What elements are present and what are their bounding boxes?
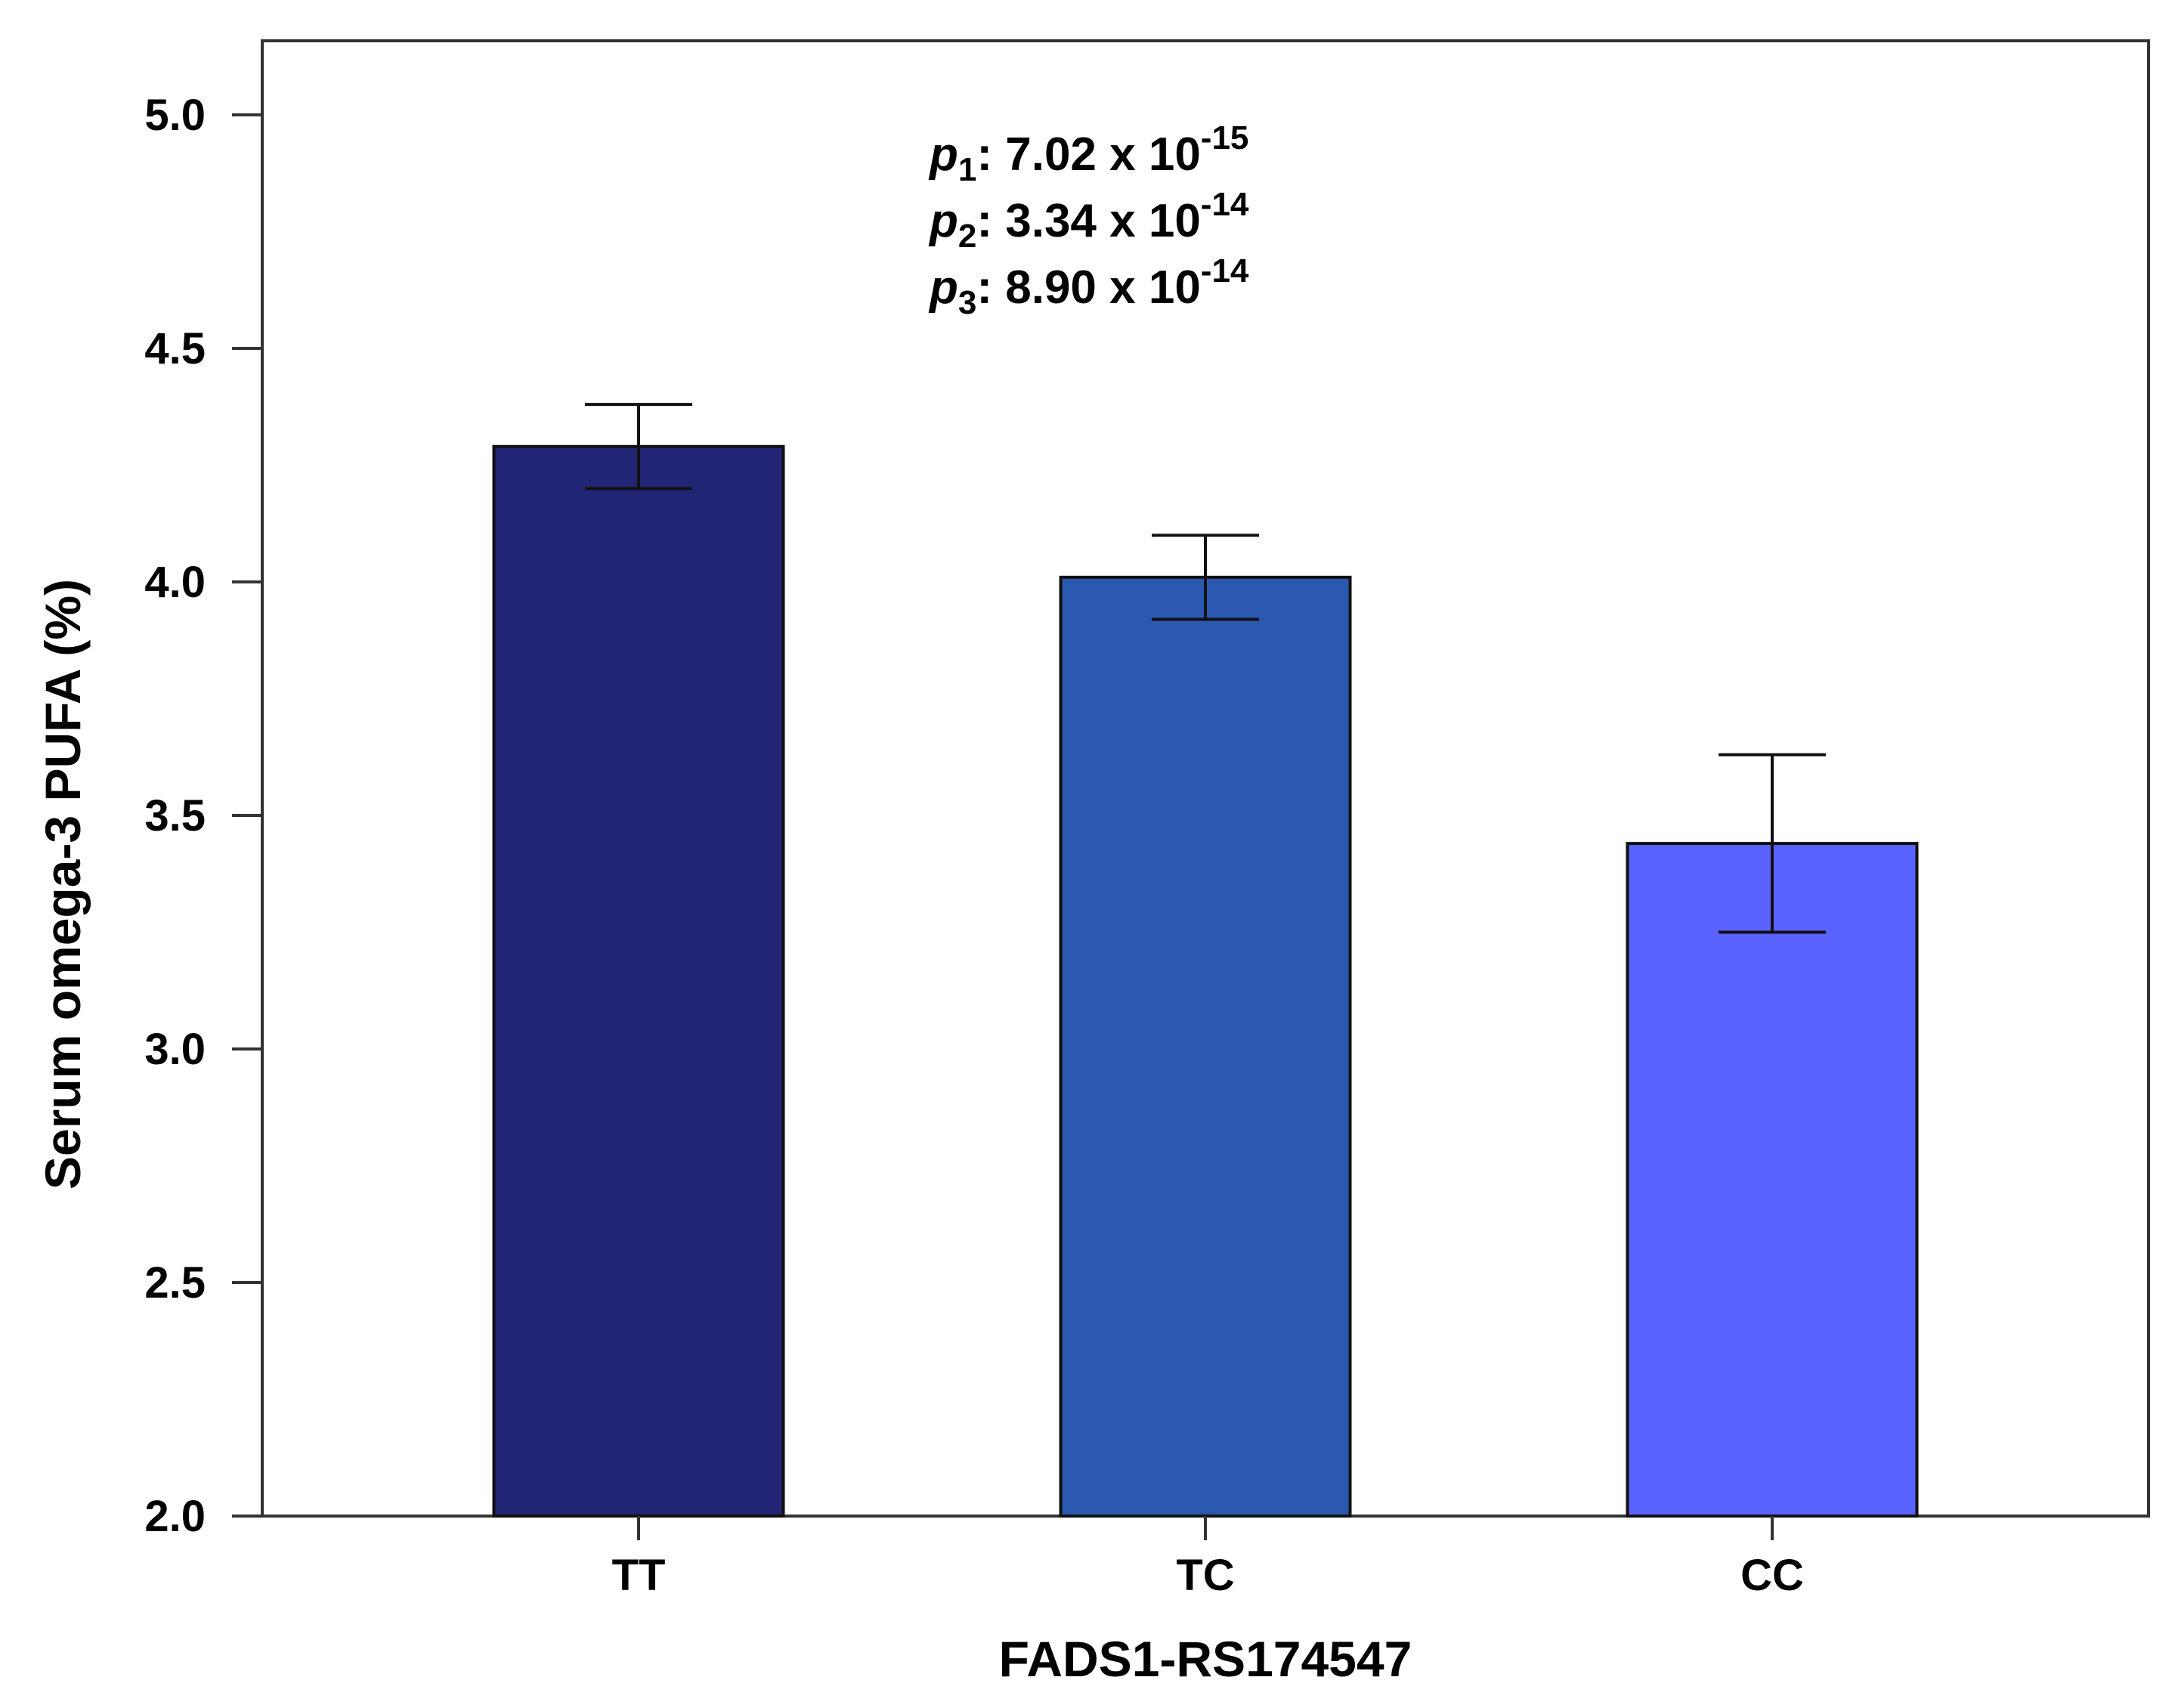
y-tick-label: 3.0 [144, 1025, 206, 1074]
bars-group [492, 444, 1919, 1518]
bar-tc [1059, 575, 1352, 1518]
y-tick-label: 4.0 [144, 558, 206, 607]
y-axis-title: Serum omega-3 PUFA (%) [35, 579, 91, 1190]
bar-tt [492, 444, 785, 1518]
y-tick-label: 4.5 [144, 324, 206, 373]
x-tick-label: CC [1740, 1551, 1804, 1600]
p-value-1: p1: 7.02 x 10-15 [928, 119, 1248, 188]
x-axis: TT TC CC [612, 1516, 1804, 1600]
x-tick-label: TT [612, 1551, 666, 1600]
bar-cc [1626, 842, 1919, 1518]
y-axis: 2.0 2.5 3.0 3.5 4.0 4.5 5.0 [144, 91, 262, 1541]
p-value-2: p2: 3.34 x 10-14 [928, 186, 1249, 255]
annotation-block: p1: 7.02 x 10-15 p2: 3.34 x 10-14 p3: 8.… [928, 119, 1249, 321]
y-tick-label: 2.5 [144, 1258, 206, 1307]
error-bars-group [585, 403, 1826, 934]
p-value-3: p3: 8.90 x 10-14 [928, 252, 1249, 321]
y-tick-label: 3.5 [144, 791, 206, 840]
y-tick-label: 2.0 [144, 1492, 206, 1541]
x-tick-label: TC [1176, 1551, 1234, 1600]
x-axis-title: FADS1-RS174547 [999, 1631, 1412, 1687]
y-tick-label: 5.0 [144, 91, 206, 140]
